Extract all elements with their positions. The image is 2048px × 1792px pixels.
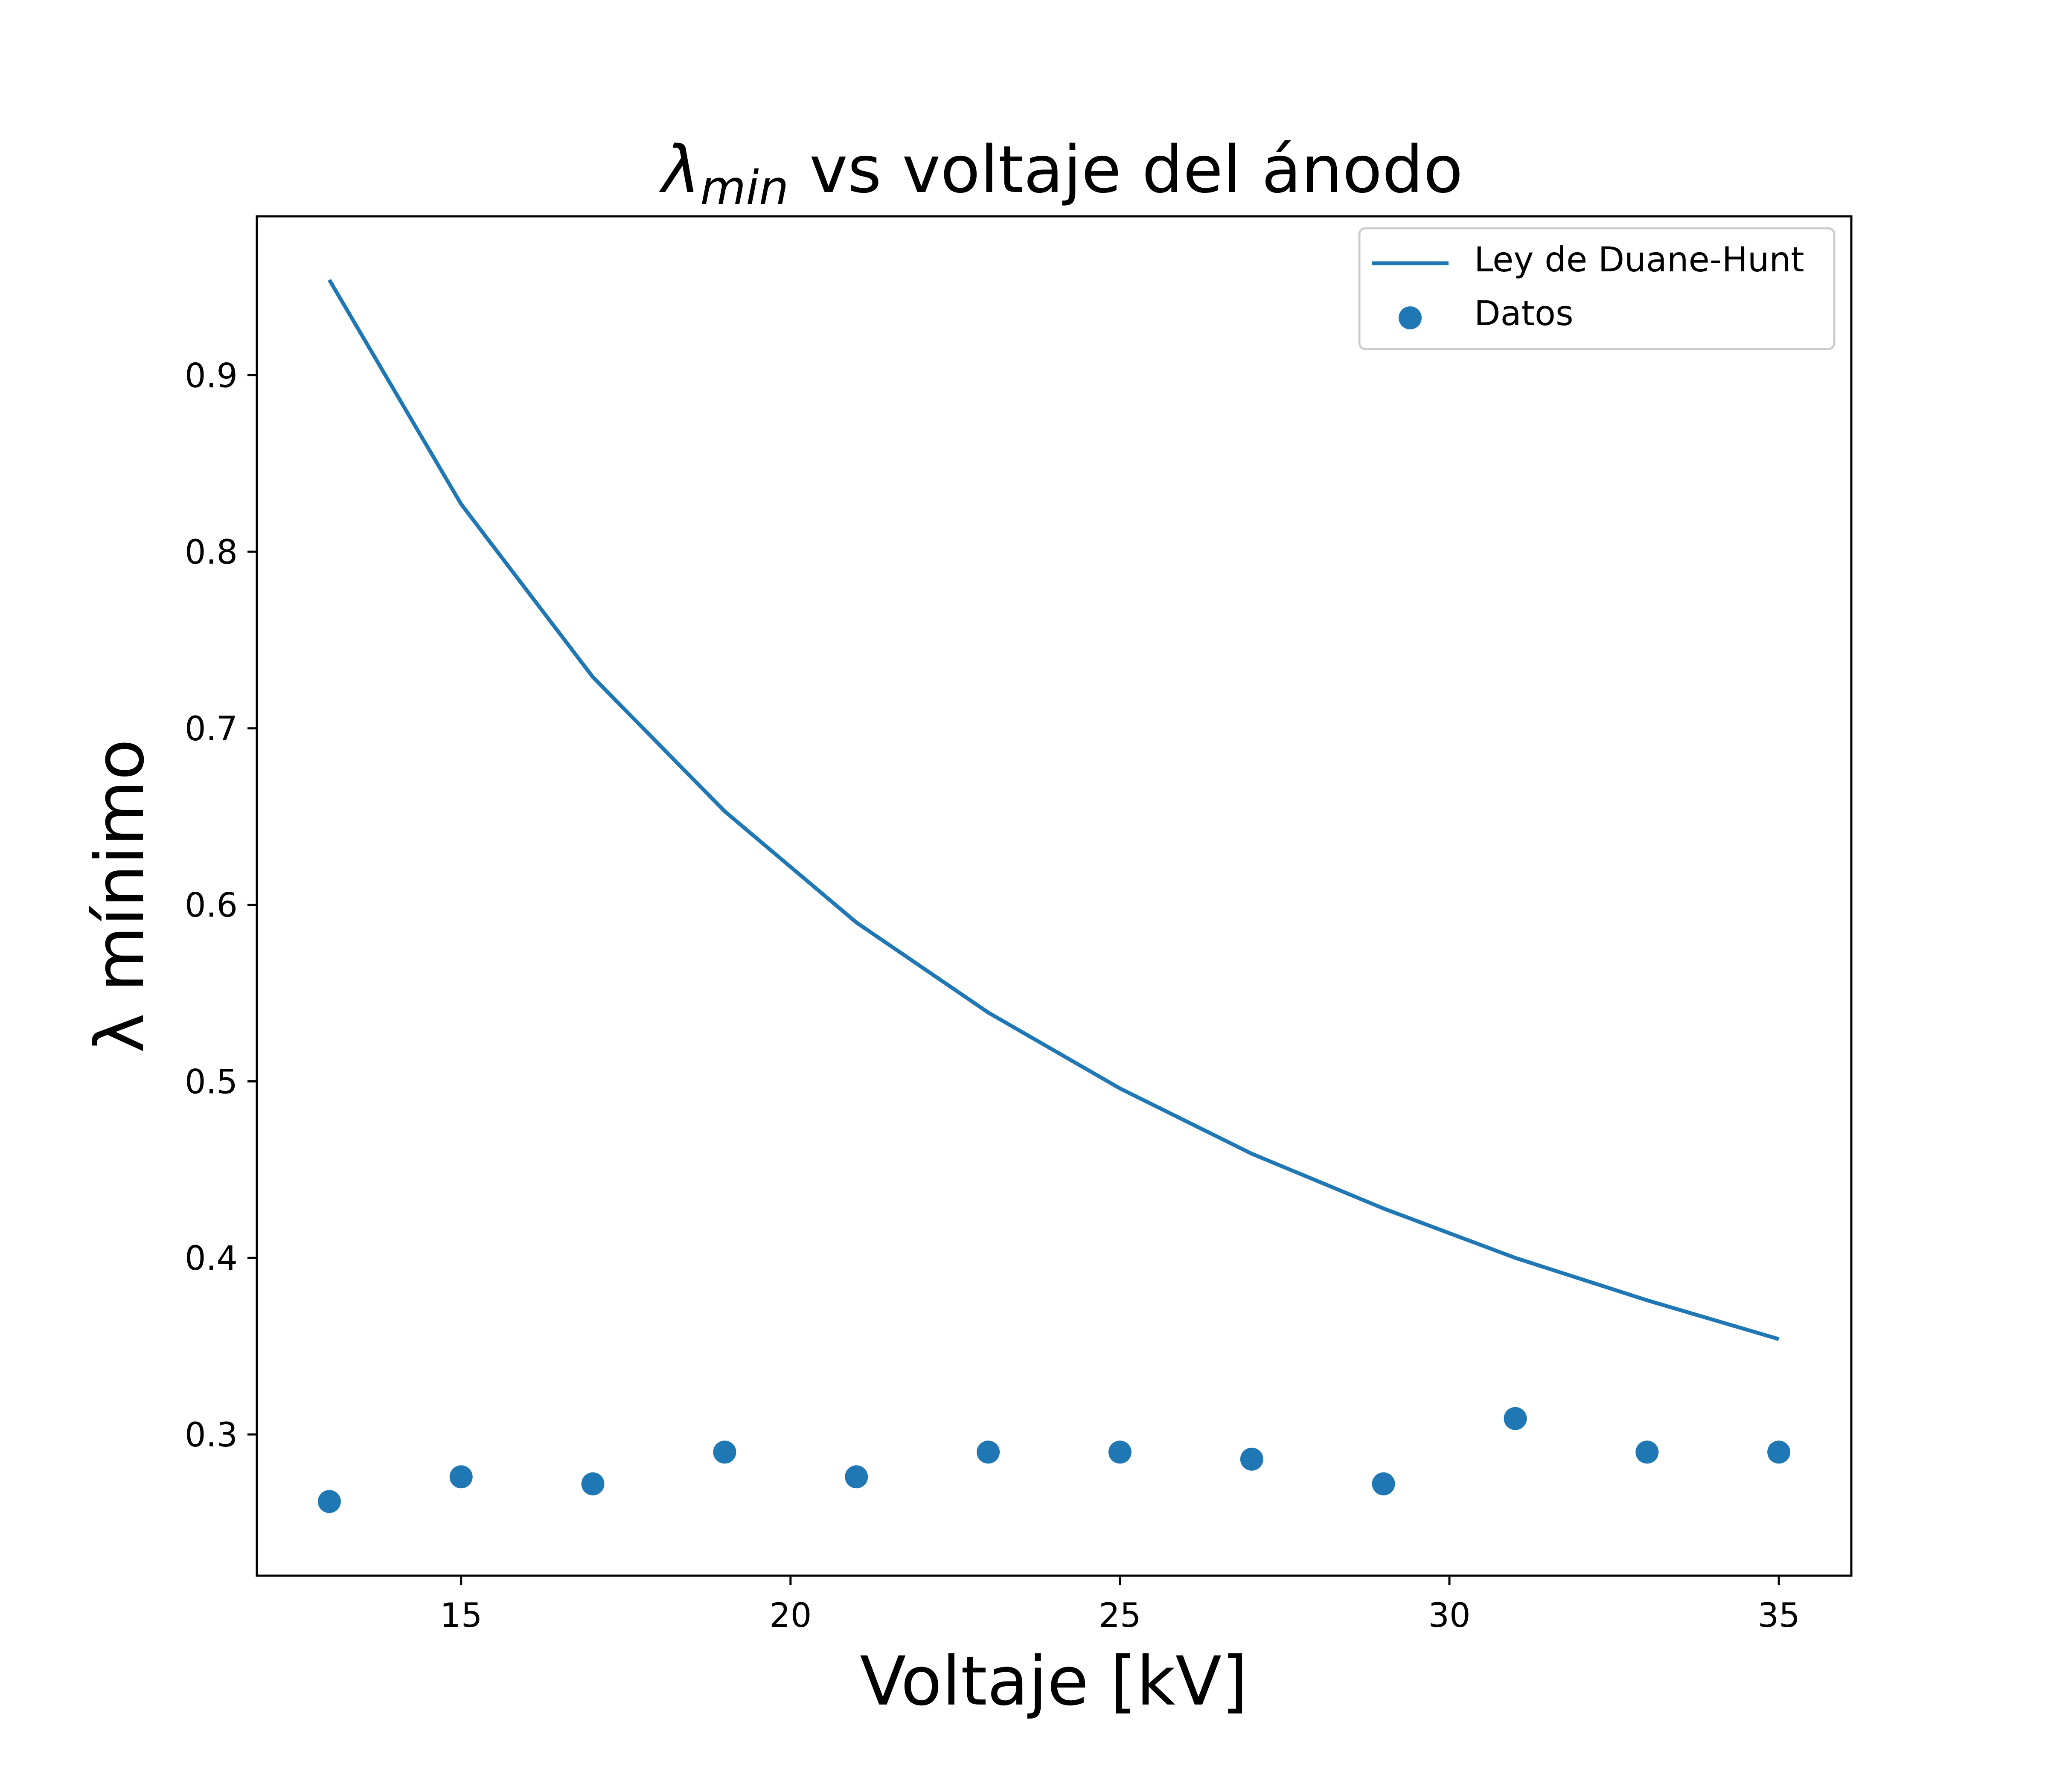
legend-label-datos: Datos — [1474, 294, 1574, 333]
x-axis: 15 20 25 30 35 — [440, 1576, 1800, 1635]
y-axis-label: λ mínimo — [81, 739, 159, 1053]
legend-marker-swatch — [1399, 306, 1422, 329]
data-point — [581, 1472, 605, 1495]
x-tick-label: 35 — [1758, 1597, 1800, 1635]
title-subscript: min — [700, 160, 788, 215]
data-point — [977, 1440, 1000, 1464]
plot-area — [317, 279, 1791, 1513]
title-rest: vs voltaje del ánodo — [789, 132, 1463, 207]
axes-frame — [256, 215, 1853, 1577]
chart-title: λmin vs voltaje del ánodo — [659, 132, 1463, 215]
data-point — [1767, 1440, 1791, 1464]
y-tick-label: 0.7 — [185, 710, 238, 748]
data-point — [845, 1465, 868, 1489]
data-point — [449, 1465, 473, 1489]
y-tick-label: 0.3 — [185, 1416, 238, 1455]
duane-hunt-series — [328, 279, 1780, 1341]
y-axis: 0.3 0.4 0.5 0.6 0.7 0.8 0.9 — [185, 357, 257, 1455]
data-point — [1504, 1407, 1527, 1430]
data-point — [1635, 1440, 1659, 1464]
data-points-series — [317, 1407, 1791, 1513]
y-tick-label: 0.8 — [185, 533, 238, 572]
data-point — [1372, 1472, 1395, 1495]
legend-label-duane-hunt: Ley de Duane-Hunt — [1474, 240, 1804, 279]
y-tick-label: 0.5 — [185, 1063, 238, 1101]
y-tick-label: 0.4 — [185, 1239, 238, 1278]
data-point — [317, 1490, 341, 1513]
x-tick-label: 25 — [1099, 1597, 1141, 1635]
x-axis-label: Voltaje [kV] — [860, 1642, 1248, 1721]
duane-hunt-line — [328, 279, 1780, 1341]
x-tick-label: 20 — [769, 1597, 812, 1635]
y-tick-label: 0.6 — [185, 887, 238, 925]
x-tick-label: 15 — [440, 1597, 482, 1635]
x-tick-label: 30 — [1428, 1597, 1470, 1635]
data-point — [1108, 1440, 1132, 1464]
title-symbol: λ — [659, 132, 700, 207]
data-point — [713, 1440, 736, 1464]
data-point — [1240, 1447, 1263, 1471]
legend: Ley de Duane-Hunt Datos — [1358, 227, 1836, 350]
y-tick-label: 0.9 — [185, 357, 238, 395]
legend-box — [1358, 227, 1836, 350]
